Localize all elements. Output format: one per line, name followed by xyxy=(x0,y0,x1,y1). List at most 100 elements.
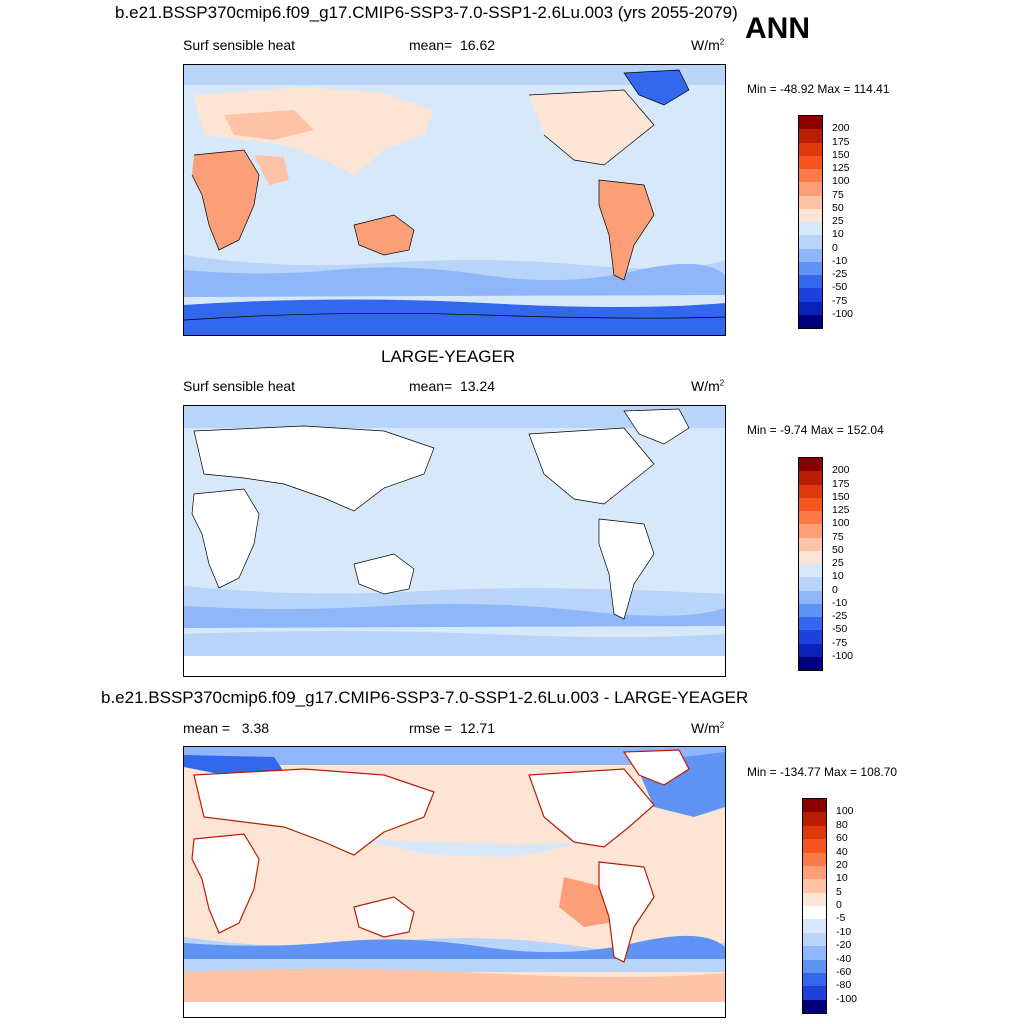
panel2-africa xyxy=(191,488,260,589)
panel3-title: b.e21.BSSP370cmip6.f09_g17.CMIP6-SSP3-7.… xyxy=(101,688,749,707)
panel2-units: W/m2 xyxy=(691,378,724,394)
panel2-colorbar-swatch xyxy=(799,577,822,591)
panel3-colorbar xyxy=(802,798,827,1014)
panel2-north-band xyxy=(184,406,725,428)
panel2-colorbar-swatch xyxy=(799,617,822,631)
panel1-antarctica-region xyxy=(184,299,725,335)
panel1-greenland xyxy=(624,70,689,105)
panel2-colorbar-label: 175 xyxy=(832,477,850,490)
panel1-central-asia xyxy=(224,110,314,140)
panel3-equatorial-band xyxy=(354,839,584,857)
panel3-colorbar-swatch xyxy=(803,959,826,973)
panel2-field: Surf sensible heat xyxy=(183,378,296,394)
panel3-minmax: Min = -134.77 Max = 108.70 xyxy=(747,765,898,779)
panel1-colorbar-swatch xyxy=(799,301,822,315)
panel1-colorbar-label: 75 xyxy=(832,188,844,201)
panel2-colorbar-label: -25 xyxy=(832,610,848,622)
panel2-antarctica xyxy=(184,656,725,676)
panel1-colorbar-swatch xyxy=(799,314,822,328)
panel2-colorbar-label: 25 xyxy=(832,557,844,569)
panel1-mean: mean= 16.62 xyxy=(409,37,495,53)
panel2-mean-label: mean= xyxy=(409,378,453,394)
panel2-colorbar-label: 75 xyxy=(832,530,844,543)
panel1-north-america xyxy=(529,90,654,165)
panel3-colorbar-swatch xyxy=(803,906,826,920)
panel3-australia xyxy=(353,896,415,938)
panel3-rmse-value: 12.71 xyxy=(459,720,496,736)
panel1-colorbar-label: 10 xyxy=(832,228,844,241)
panel1-mean-label: mean= xyxy=(409,37,453,53)
panel1-coast-north-america xyxy=(528,89,655,166)
panel3-colorbar-label: -60 xyxy=(836,965,852,978)
panel3-colorbar-swatch xyxy=(803,865,826,880)
panel2-colorbar-swatch xyxy=(799,564,822,578)
panel1-field: Surf sensible heat xyxy=(183,37,296,53)
panel2-north-america xyxy=(528,427,655,505)
panel1-colorbar-label: 50 xyxy=(832,201,844,214)
panel1-coast-africa xyxy=(191,149,260,251)
panel2-colorbar-swatch xyxy=(799,550,822,564)
panel3-colorbar-swatch xyxy=(803,799,826,813)
panel2-colorbar-label: -10 xyxy=(832,596,848,609)
panel1-colorbar-swatch xyxy=(799,275,822,289)
panel2-colorbar-swatch xyxy=(799,630,822,644)
panel3-mean: mean = 3.38 xyxy=(183,720,269,736)
panel1-coast-antarctica xyxy=(184,312,725,321)
panel3-colorbar-swatch xyxy=(803,919,826,933)
panel2-eurasia xyxy=(193,425,435,512)
panel2-colorbar-swatch xyxy=(799,511,822,525)
panel1-colorbar-swatch xyxy=(799,248,822,262)
panel3-colorbar-swatch xyxy=(803,879,826,893)
panel3-colorbar-label: 5 xyxy=(836,885,842,898)
panel2-colorbar-label: -75 xyxy=(832,636,848,649)
panel3-colorbar-label: -40 xyxy=(836,952,852,965)
panel3-colorbar-swatch xyxy=(803,986,826,1000)
panel1-colorbar-swatch xyxy=(799,261,822,275)
panel3-colorbar-swatch xyxy=(803,839,826,853)
panel3-mean-value: 3.38 xyxy=(241,720,270,736)
panel3-colorbar-label: -80 xyxy=(836,979,852,992)
panel1-colorbar xyxy=(798,115,823,329)
panel3-southern-band2 xyxy=(184,935,725,959)
panel2-colorbar xyxy=(798,457,823,671)
panel3-rmse: rmse = 12.71 xyxy=(409,720,495,736)
panel3-map xyxy=(183,746,726,1018)
panel3-colorbar-label: 10 xyxy=(836,872,848,885)
panel1-title: b.e21.BSSP370cmip6.f09_g17.CMIP6-SSP3-7.… xyxy=(115,3,738,22)
panel2-colorbar-swatch xyxy=(799,497,822,511)
panel3-colorbar-swatch xyxy=(803,999,826,1013)
panel3-colorbar-swatch xyxy=(803,852,826,866)
panel3-colorbar-swatch xyxy=(803,972,826,987)
panel2-colorbar-swatch xyxy=(799,590,822,604)
panel1-colorbar-label: 100 xyxy=(832,175,850,188)
panel3-colorbar-label: 100 xyxy=(836,805,854,818)
panel3-colorbar-label: 20 xyxy=(836,858,848,871)
panel1-coast-greenland xyxy=(623,69,690,106)
panel3-units-base: W/m xyxy=(691,720,720,736)
panel2-colorbar-swatch xyxy=(799,537,822,551)
panel2-greenland xyxy=(623,408,690,445)
panel3-colorbar-label: 40 xyxy=(836,845,848,858)
panel2-colorbar-swatch xyxy=(799,603,822,617)
panel1-colorbar-label: 175 xyxy=(832,135,850,148)
panel3-colorbar-label: 80 xyxy=(836,818,848,831)
panel3-africa xyxy=(191,833,260,934)
panel3-north-america xyxy=(528,768,655,848)
panel2-colorbar-label: 50 xyxy=(832,543,844,556)
panel1-colorbar-label: 0 xyxy=(832,241,838,254)
panel3-arctic-atlantic xyxy=(184,755,284,775)
panel2-southern-band2 xyxy=(184,603,725,628)
panel1-south-america xyxy=(599,180,654,280)
panel2-mean: mean= 13.24 xyxy=(409,378,495,394)
panel3-units: W/m2 xyxy=(691,720,724,736)
panel1-mean-value: 16.62 xyxy=(459,37,496,53)
panel1-colorbar-label: -50 xyxy=(832,281,848,294)
panel2-colorbar-swatch xyxy=(799,484,822,498)
panel2-minmax: Min = -9.74 Max = 152.04 xyxy=(747,423,884,437)
panel3-colorbar-label: -100 xyxy=(836,992,858,1005)
panel1-colorbar-swatch xyxy=(799,222,822,236)
panel1-coast-south-america xyxy=(598,179,655,281)
panel2-colorbar-label: 200 xyxy=(832,464,850,477)
panel1-colorbar-swatch xyxy=(799,195,822,209)
panel1-units-sup: 2 xyxy=(719,37,725,47)
